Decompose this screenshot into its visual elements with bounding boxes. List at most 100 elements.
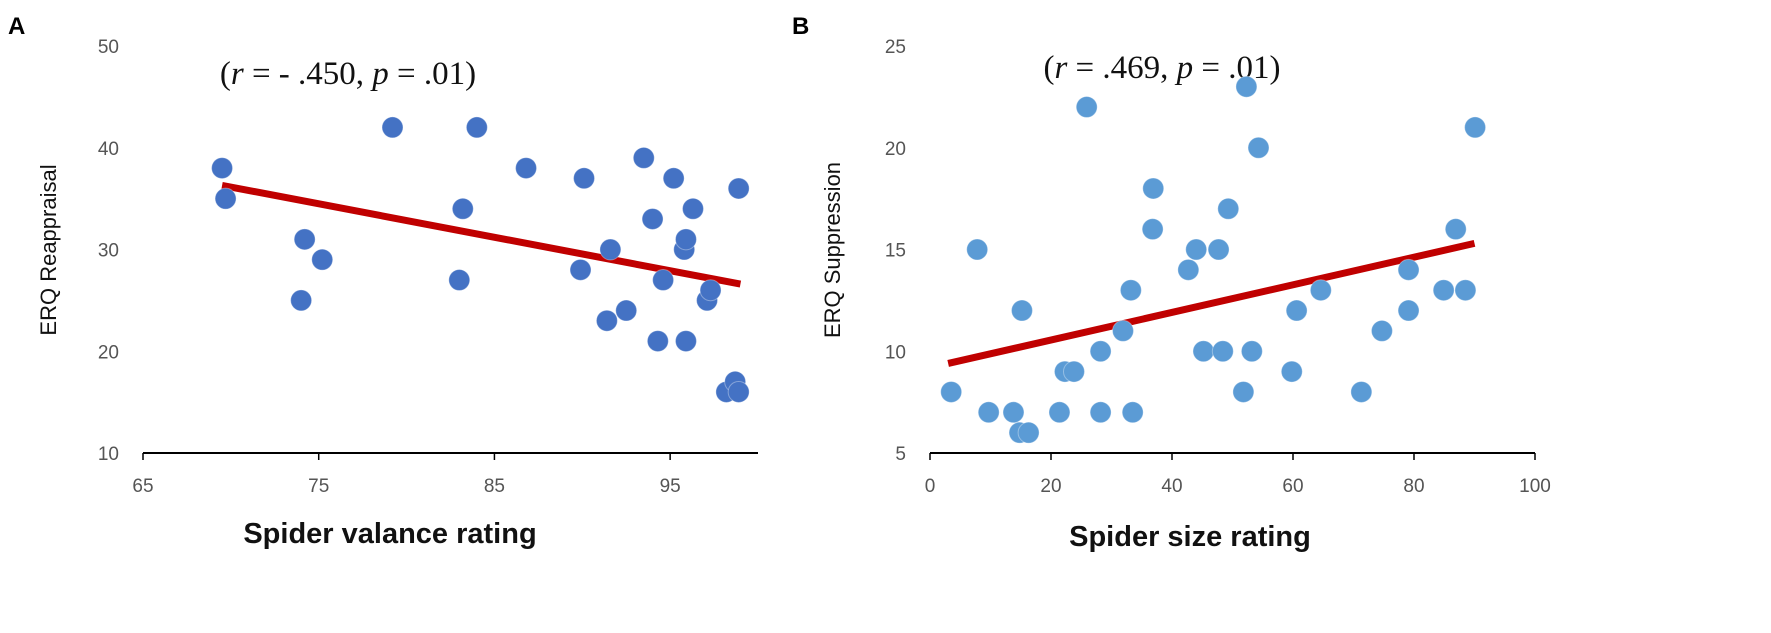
data-point [662,167,685,190]
data-point [641,207,664,230]
data-point [1119,279,1142,302]
y-tick-label: 15 [885,241,906,262]
data-point [290,289,313,312]
data-point [569,258,592,281]
y-tick-label: 5 [895,444,906,465]
data-point [966,238,989,261]
points-a [211,116,750,403]
trendline-b [947,239,1476,367]
correlation-annotation-a: (r = - .450, p = .01) [220,56,476,92]
data-point [1089,340,1112,363]
x-tick-label: 20 [1040,476,1061,497]
x-tick-label: 100 [1519,476,1551,497]
panel-label-a: A [8,13,25,40]
data-point [652,269,675,292]
data-point [977,401,1000,424]
data-point [940,380,963,403]
points-b [940,75,1487,444]
data-point [681,197,704,220]
y-tick-label: 20 [98,342,119,363]
data-point [214,187,237,210]
data-point [674,330,697,353]
axes-b: 0 20 40 60 80 100 5 10 15 20 25 [885,37,1551,497]
y-tick-label: 20 [885,139,906,160]
panel-label-b: B [792,13,809,40]
data-point [1111,319,1134,342]
x-tick-label: 65 [132,476,153,497]
data-point [646,330,669,353]
y-axis-label-b: ERQ Suppression [820,162,845,338]
panel-a: A (r = - .450, p = .01) ERQ Reappraisal … [8,13,758,550]
data-point [448,269,471,292]
data-point [1062,360,1085,383]
y-tick-label: 10 [98,444,119,465]
data-point [727,177,750,200]
data-point [1232,380,1255,403]
y-tick-label: 10 [885,342,906,363]
data-point [1464,116,1487,139]
data-point [1285,299,1308,322]
x-tick-label: 0 [925,476,936,497]
y-tick-label: 50 [98,37,119,58]
data-point [1454,279,1477,302]
y-axis-label-a: ERQ Reappraisal [36,164,61,335]
data-point [381,116,404,139]
y-tick-label: 40 [98,139,119,160]
correlation-annotation-b: (r = .469, p = .01) [1043,50,1280,86]
data-point [1075,96,1098,119]
x-tick-label: 95 [660,476,681,497]
data-point [1121,401,1144,424]
x-tick-label: 85 [484,476,505,497]
x-tick-label: 75 [308,476,329,497]
data-point [615,299,638,322]
data-point [595,309,618,332]
data-point [632,146,655,169]
data-point [1089,401,1112,424]
panel-b: B (r = .469, p = .01) ERQ Suppression Sp… [792,13,1551,553]
data-point [1010,299,1033,322]
data-point [573,167,596,190]
trendline [947,239,1476,367]
data-point [599,238,622,261]
data-point [451,197,474,220]
data-point [1240,340,1263,363]
data-point [465,116,488,139]
data-point [1211,340,1234,363]
x-tick-label: 40 [1161,476,1182,497]
x-axis-label-a: Spider valance rating [243,518,536,550]
data-point [311,248,334,271]
trendline-a [221,181,742,288]
trendline [221,181,742,288]
data-point [1397,299,1420,322]
data-point [1370,319,1393,342]
data-point [1432,279,1455,302]
data-point [1017,421,1040,444]
data-point [515,157,538,180]
data-point [1235,75,1258,98]
data-point [1192,340,1215,363]
data-point [1247,136,1270,159]
data-point [211,157,234,180]
data-point [1048,401,1071,424]
x-tick-label: 60 [1282,476,1303,497]
data-point [1280,360,1303,383]
data-point [727,380,750,403]
data-point [1177,258,1200,281]
data-point [1350,380,1373,403]
data-point [1141,218,1164,241]
data-point [1309,279,1332,302]
data-point [1444,218,1467,241]
data-point [1142,177,1165,200]
data-point [293,228,316,251]
data-point [1002,401,1025,424]
y-tick-label: 25 [885,37,906,58]
data-point [1207,238,1230,261]
data-point [1185,238,1208,261]
axes-a: 65 75 85 95 10 20 30 40 50 [98,37,758,497]
x-axis-label-b: Spider size rating [1069,521,1311,553]
y-tick-label: 30 [98,241,119,262]
data-point [1217,197,1240,220]
data-point [1397,258,1420,281]
data-point [674,228,697,251]
